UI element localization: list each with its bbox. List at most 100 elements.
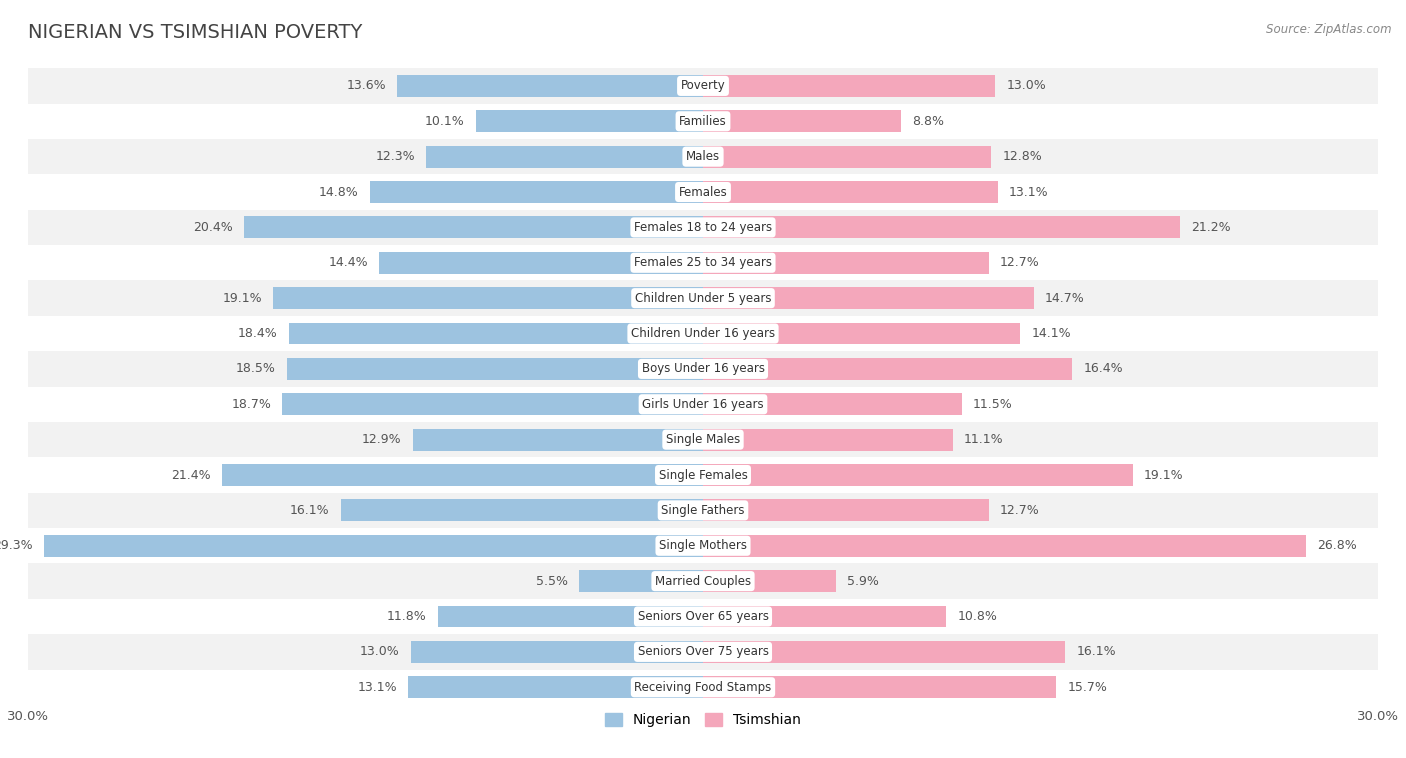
Bar: [245, 217, 703, 238]
Text: 19.1%: 19.1%: [222, 292, 262, 305]
Bar: [28, 280, 1378, 316]
Text: Females: Females: [679, 186, 727, 199]
Text: Girls Under 16 years: Girls Under 16 years: [643, 398, 763, 411]
Bar: [380, 252, 703, 274]
Bar: [703, 111, 901, 132]
Text: 29.3%: 29.3%: [0, 539, 32, 553]
Bar: [703, 606, 946, 628]
Text: 14.1%: 14.1%: [1032, 327, 1071, 340]
Bar: [475, 111, 703, 132]
Text: Single Females: Single Females: [658, 468, 748, 481]
Bar: [703, 676, 1056, 698]
Text: 11.8%: 11.8%: [387, 610, 426, 623]
Text: 19.1%: 19.1%: [1144, 468, 1184, 481]
Text: NIGERIAN VS TSIMSHIAN POVERTY: NIGERIAN VS TSIMSHIAN POVERTY: [28, 23, 363, 42]
Bar: [426, 146, 703, 168]
Bar: [28, 634, 1378, 669]
Bar: [28, 387, 1378, 422]
Bar: [222, 464, 703, 486]
Bar: [703, 287, 1033, 309]
Text: 18.4%: 18.4%: [238, 327, 278, 340]
Text: 11.5%: 11.5%: [973, 398, 1012, 411]
Text: Females 25 to 34 years: Females 25 to 34 years: [634, 256, 772, 269]
Text: 12.7%: 12.7%: [1000, 504, 1039, 517]
Bar: [28, 669, 1378, 705]
Bar: [703, 500, 988, 522]
Text: 13.1%: 13.1%: [1010, 186, 1049, 199]
Bar: [28, 599, 1378, 634]
Legend: Nigerian, Tsimshian: Nigerian, Tsimshian: [599, 708, 807, 733]
Text: 11.1%: 11.1%: [965, 433, 1004, 446]
Bar: [579, 570, 703, 592]
Text: Poverty: Poverty: [681, 80, 725, 92]
Bar: [28, 139, 1378, 174]
Text: 13.1%: 13.1%: [357, 681, 396, 694]
Text: 21.4%: 21.4%: [170, 468, 211, 481]
Bar: [28, 68, 1378, 104]
Text: 12.3%: 12.3%: [375, 150, 415, 163]
Bar: [703, 358, 1071, 380]
Bar: [28, 104, 1378, 139]
Text: 16.1%: 16.1%: [1077, 645, 1116, 659]
Text: 16.4%: 16.4%: [1083, 362, 1123, 375]
Text: 12.9%: 12.9%: [361, 433, 402, 446]
Text: 5.9%: 5.9%: [846, 575, 879, 587]
Bar: [28, 422, 1378, 457]
Bar: [28, 245, 1378, 280]
Text: Children Under 5 years: Children Under 5 years: [634, 292, 772, 305]
Bar: [411, 641, 703, 662]
Bar: [28, 457, 1378, 493]
Text: Males: Males: [686, 150, 720, 163]
Text: 20.4%: 20.4%: [193, 221, 233, 234]
Bar: [703, 75, 995, 97]
Bar: [703, 429, 953, 450]
Text: 12.8%: 12.8%: [1002, 150, 1042, 163]
Text: 5.5%: 5.5%: [536, 575, 568, 587]
Bar: [28, 493, 1378, 528]
Text: Children Under 16 years: Children Under 16 years: [631, 327, 775, 340]
Bar: [28, 563, 1378, 599]
Text: Single Males: Single Males: [666, 433, 740, 446]
Text: Married Couples: Married Couples: [655, 575, 751, 587]
Text: Seniors Over 65 years: Seniors Over 65 years: [637, 610, 769, 623]
Text: 14.4%: 14.4%: [328, 256, 368, 269]
Text: Boys Under 16 years: Boys Under 16 years: [641, 362, 765, 375]
Bar: [396, 75, 703, 97]
Text: 12.7%: 12.7%: [1000, 256, 1039, 269]
Text: Single Mothers: Single Mothers: [659, 539, 747, 553]
Text: Source: ZipAtlas.com: Source: ZipAtlas.com: [1267, 23, 1392, 36]
Bar: [28, 174, 1378, 210]
Text: 13.0%: 13.0%: [1007, 80, 1046, 92]
Bar: [273, 287, 703, 309]
Text: 15.7%: 15.7%: [1067, 681, 1108, 694]
Bar: [703, 146, 991, 168]
Bar: [703, 252, 988, 274]
Text: 16.1%: 16.1%: [290, 504, 329, 517]
Bar: [408, 676, 703, 698]
Bar: [413, 429, 703, 450]
Text: Families: Families: [679, 114, 727, 128]
Bar: [287, 358, 703, 380]
Text: 13.6%: 13.6%: [346, 80, 385, 92]
Text: Seniors Over 75 years: Seniors Over 75 years: [637, 645, 769, 659]
Text: 14.7%: 14.7%: [1045, 292, 1084, 305]
Bar: [703, 570, 835, 592]
Text: Single Fathers: Single Fathers: [661, 504, 745, 517]
Bar: [370, 181, 703, 203]
Bar: [28, 210, 1378, 245]
Bar: [44, 535, 703, 556]
Text: 26.8%: 26.8%: [1317, 539, 1357, 553]
Bar: [28, 316, 1378, 351]
Bar: [703, 464, 1133, 486]
Bar: [703, 323, 1021, 344]
Text: 10.1%: 10.1%: [425, 114, 464, 128]
Bar: [703, 217, 1180, 238]
Text: 14.8%: 14.8%: [319, 186, 359, 199]
Bar: [28, 528, 1378, 563]
Text: 21.2%: 21.2%: [1191, 221, 1230, 234]
Bar: [283, 393, 703, 415]
Text: 18.5%: 18.5%: [236, 362, 276, 375]
Text: Receiving Food Stamps: Receiving Food Stamps: [634, 681, 772, 694]
Bar: [437, 606, 703, 628]
Text: 10.8%: 10.8%: [957, 610, 997, 623]
